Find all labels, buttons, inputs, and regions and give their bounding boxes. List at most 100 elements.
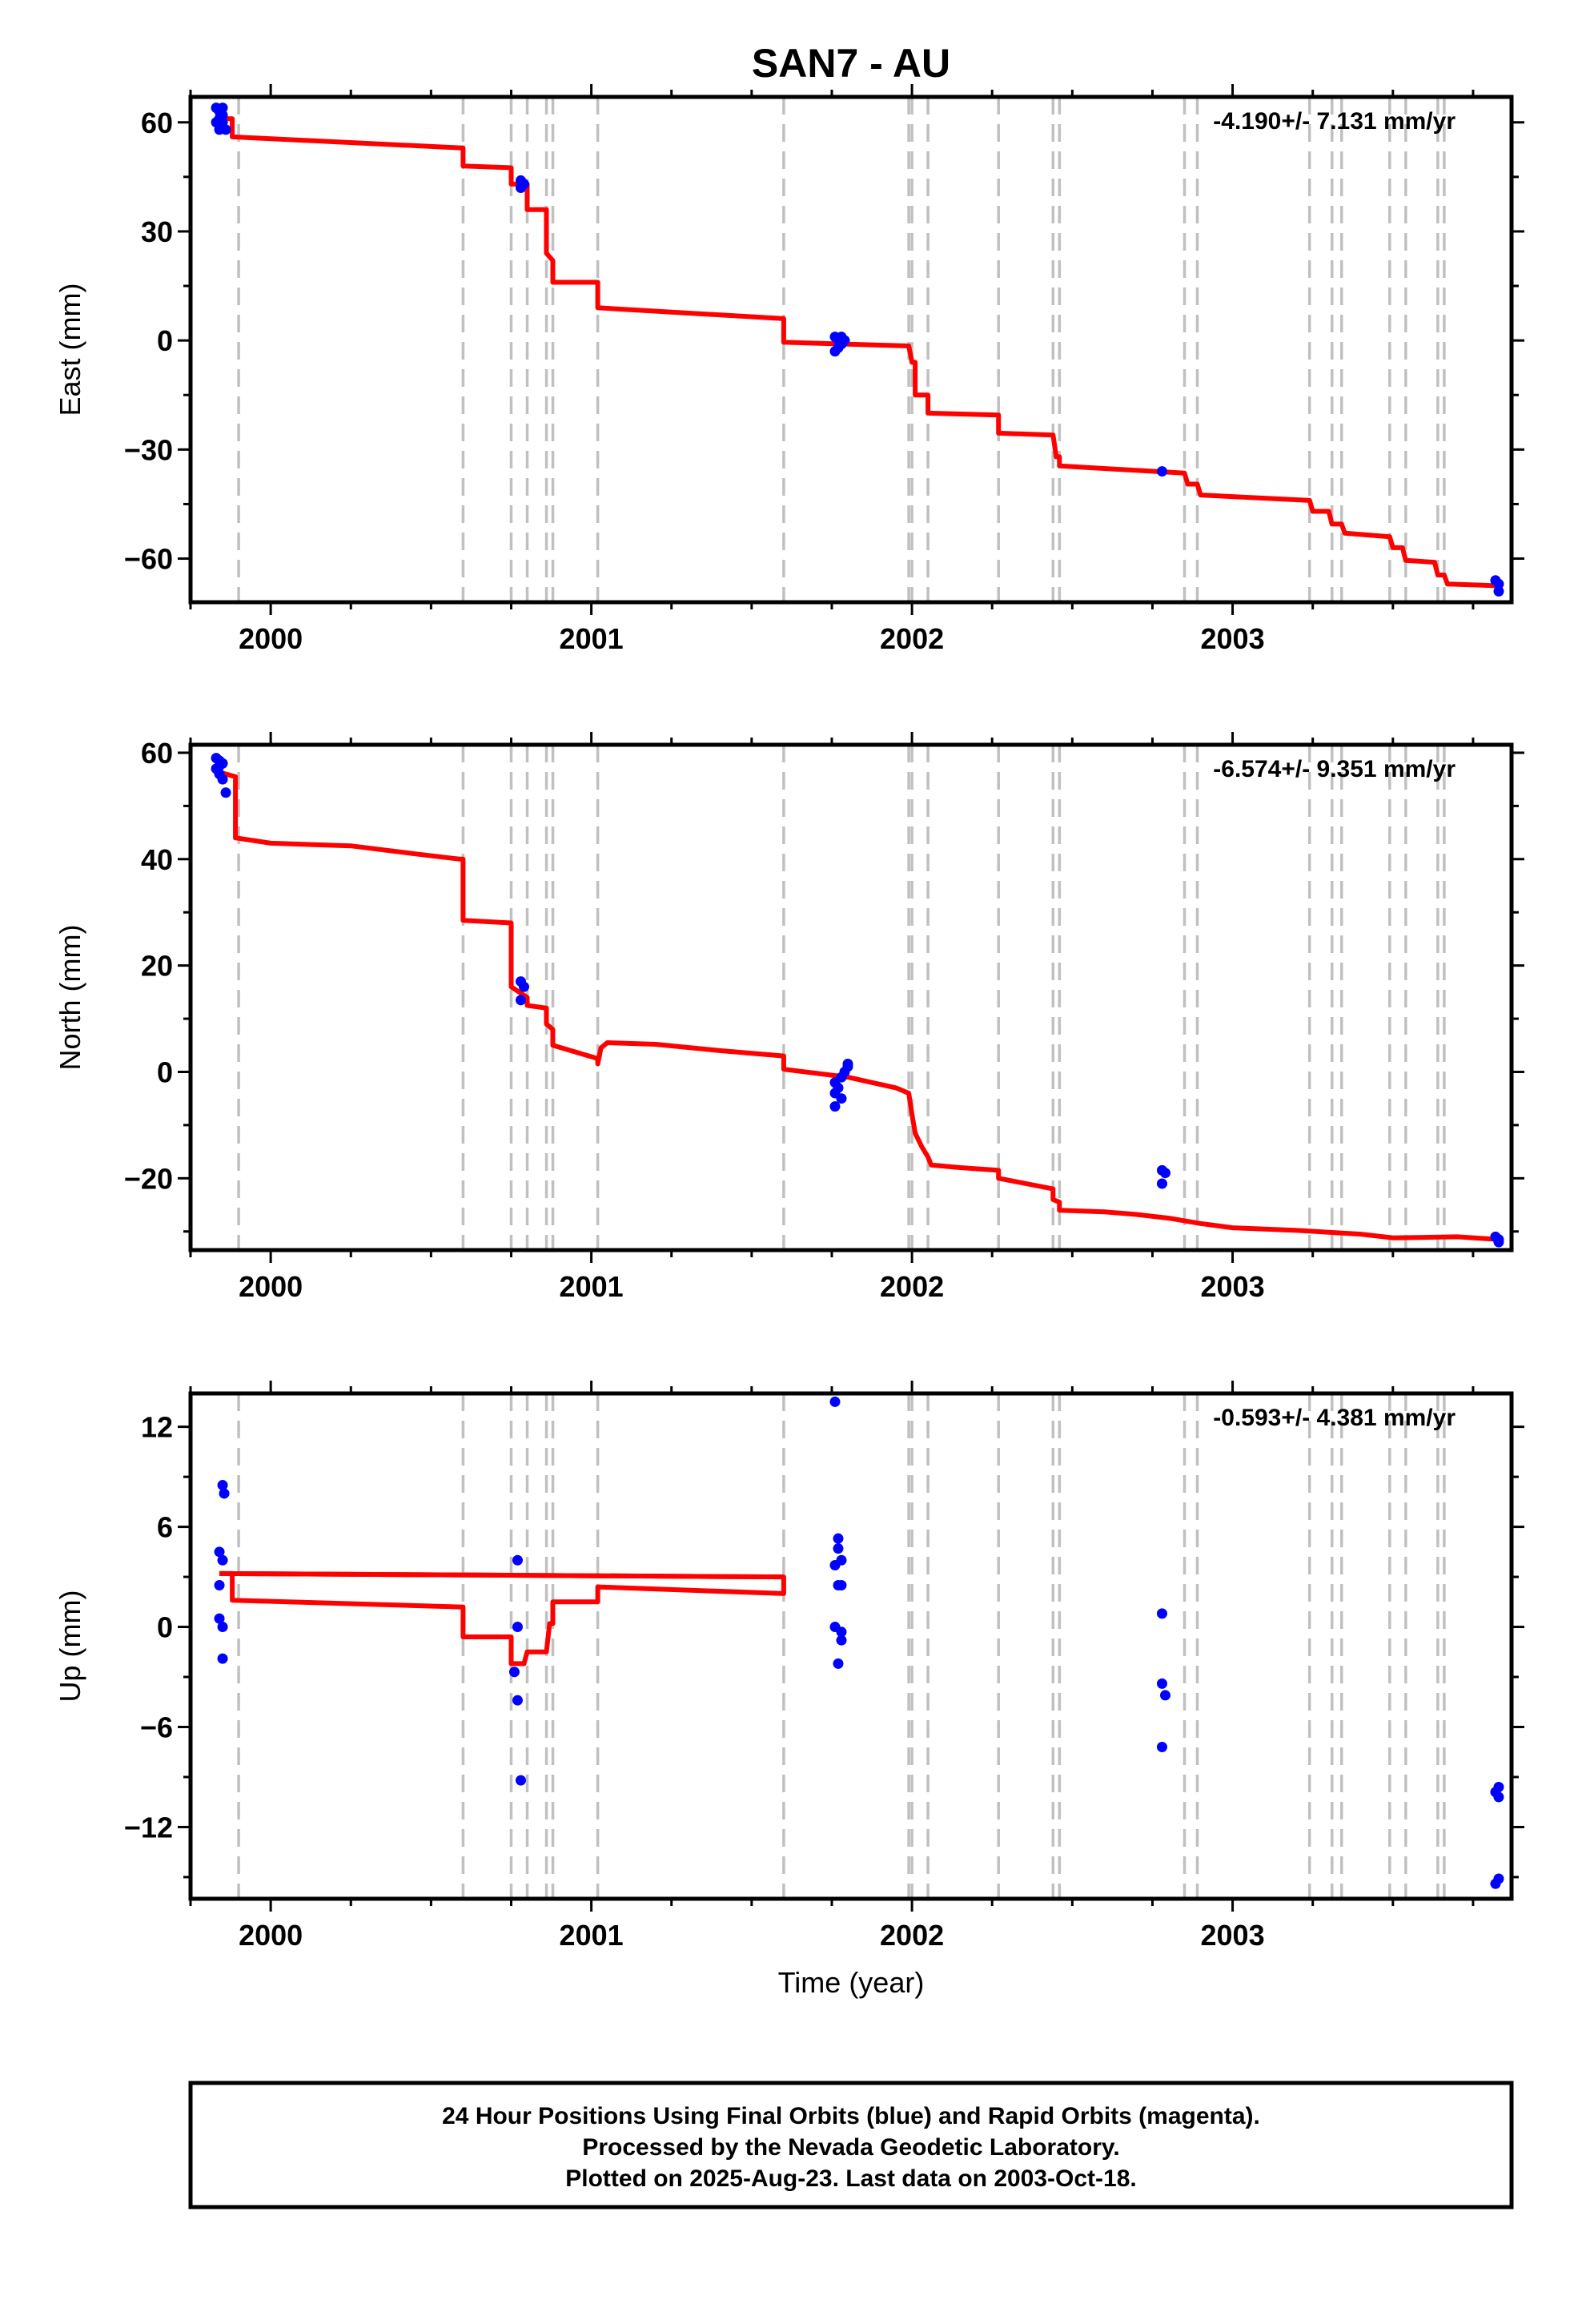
up-data-point <box>516 1775 526 1786</box>
north-x-tick-label: 2003 <box>1201 1270 1265 1303</box>
up-data-point <box>214 1579 225 1590</box>
up-data-point <box>833 1658 844 1669</box>
east-x-tick-label: 2000 <box>239 622 303 655</box>
up-data-point <box>508 1667 520 1678</box>
footer-line-1: 24 Hour Positions Using Final Orbits (bl… <box>442 2103 1260 2129</box>
north-y-tick-label: 20 <box>141 950 173 983</box>
up-x-tick-label: 2003 <box>1201 1919 1265 1952</box>
up-data-point <box>512 1622 523 1633</box>
up-x-tick-label: 2000 <box>239 1919 303 1952</box>
up-data-point <box>836 1634 847 1646</box>
up-data-point <box>1156 1678 1167 1689</box>
east-data-point <box>829 346 841 357</box>
north-data-point <box>220 787 231 798</box>
north-panel: 2000 2001 2002 2003 −20 0 20 40 60 North (mm) -6.5… <box>54 732 1524 1303</box>
north-data-point <box>1493 1236 1504 1248</box>
east-data-points <box>211 103 1504 597</box>
north-data-points <box>211 753 1504 1248</box>
north-x-tick-label: 2002 <box>880 1270 944 1303</box>
up-data-point <box>217 1554 228 1566</box>
up-data-point <box>217 1653 228 1664</box>
north-data-point <box>519 981 530 992</box>
up-data-point <box>214 1546 225 1558</box>
north-frame <box>188 742 1514 1252</box>
north-data-point <box>516 995 526 1006</box>
up-y-axis-label: Up (mm) <box>54 1590 86 1703</box>
up-data-point <box>1156 1741 1167 1752</box>
up-data-point <box>1493 1791 1504 1803</box>
up-model-line <box>219 1570 784 1580</box>
east-y-tick-label: −30 <box>124 433 173 466</box>
east-data-point <box>519 179 530 190</box>
up-data-point <box>512 1695 523 1706</box>
east-y-tick-label: 0 <box>157 324 173 357</box>
east-data-point <box>1493 578 1504 589</box>
east-x-tick-label: 2001 <box>560 622 624 655</box>
up-data-point <box>836 1626 847 1638</box>
north-y-axis-label: North (mm) <box>54 925 86 1071</box>
north-y-tick-label: −20 <box>124 1162 173 1195</box>
east-x-tick-label: 2002 <box>880 622 944 655</box>
up-data-point <box>836 1579 847 1590</box>
up-data-point <box>512 1554 523 1566</box>
up-y-tick-label: 6 <box>157 1511 173 1544</box>
north-data-point <box>829 1101 841 1112</box>
east-model-line <box>216 116 1500 589</box>
east-panel: 2000 2001 2002 2003 −60 −30 0 30 60 East (mm) -4.1… <box>54 84 1524 655</box>
north-data-point <box>1159 1168 1170 1179</box>
east-offset-lines <box>237 97 1446 602</box>
north-rate-label: -6.574+/- 9.351 mm/yr <box>1213 756 1456 782</box>
up-data-point <box>217 1622 228 1633</box>
east-data-point <box>1493 585 1504 597</box>
east-rate-label: -4.190+/- 7.131 mm/yr <box>1213 108 1456 135</box>
north-data-point <box>836 1093 847 1104</box>
east-y-tick-label: 60 <box>141 107 173 139</box>
footer-line-3: Plotted on 2025-Aug-23. Last data on 200… <box>565 2165 1137 2192</box>
up-data-point <box>833 1543 844 1554</box>
north-x-tick-label: 2000 <box>239 1270 303 1303</box>
north-data-point <box>217 774 228 785</box>
north-y-tick-label: 40 <box>141 843 173 876</box>
east-x-tick-label: 2003 <box>1201 622 1265 655</box>
up-frame <box>188 1391 1514 1901</box>
up-data-point <box>1156 1608 1167 1619</box>
up-y-tick-label: −12 <box>124 1811 173 1844</box>
up-data-point <box>1493 1781 1504 1792</box>
east-frame <box>188 94 1514 605</box>
up-offset-lines <box>237 1393 1446 1899</box>
up-data-point <box>833 1533 844 1544</box>
north-y-tick-label: 0 <box>157 1055 173 1088</box>
up-data-point <box>1493 1873 1504 1884</box>
north-offset-lines <box>237 745 1446 1250</box>
east-y-tick-label: 30 <box>141 215 173 248</box>
up-x-tick-label: 2002 <box>880 1919 944 1952</box>
east-data-point <box>217 103 228 114</box>
north-data-point <box>214 761 225 772</box>
figure-title: SAN7 - AU <box>752 41 950 86</box>
up-x-tick-label: 2001 <box>560 1919 624 1952</box>
up-data-point <box>217 1480 228 1491</box>
east-data-point <box>836 332 847 343</box>
north-data-point <box>836 1072 847 1083</box>
east-data-point <box>217 110 228 121</box>
up-data-point <box>214 1613 225 1624</box>
up-data-points <box>214 1396 1504 1889</box>
north-data-point <box>842 1059 853 1070</box>
up-data-point <box>829 1559 841 1570</box>
east-y-tick-label: −60 <box>124 543 173 576</box>
up-y-tick-label: 12 <box>141 1411 173 1444</box>
up-y-tick-label: −6 <box>140 1711 173 1744</box>
up-y-tick-label: 0 <box>157 1611 173 1644</box>
footer-line-2: Processed by the Nevada Geodetic Laborat… <box>582 2134 1119 2161</box>
footer-box: 24 Hour Positions Using Final Orbits (bl… <box>188 2081 1514 2209</box>
up-panel: 2000 2001 2002 2003 −12 −6 0 6 12 Up (mm) -0.593+/… <box>54 1381 1524 1952</box>
east-data-point <box>220 124 231 135</box>
up-data-point <box>1159 1690 1170 1701</box>
up-model-line <box>219 1570 786 1667</box>
east-y-axis-label: East (mm) <box>54 283 86 416</box>
up-rate-label: -0.593+/- 4.381 mm/yr <box>1213 1405 1456 1431</box>
north-model-line <box>215 769 1500 1242</box>
east-data-point <box>1156 466 1167 477</box>
up-data-point <box>829 1396 841 1407</box>
